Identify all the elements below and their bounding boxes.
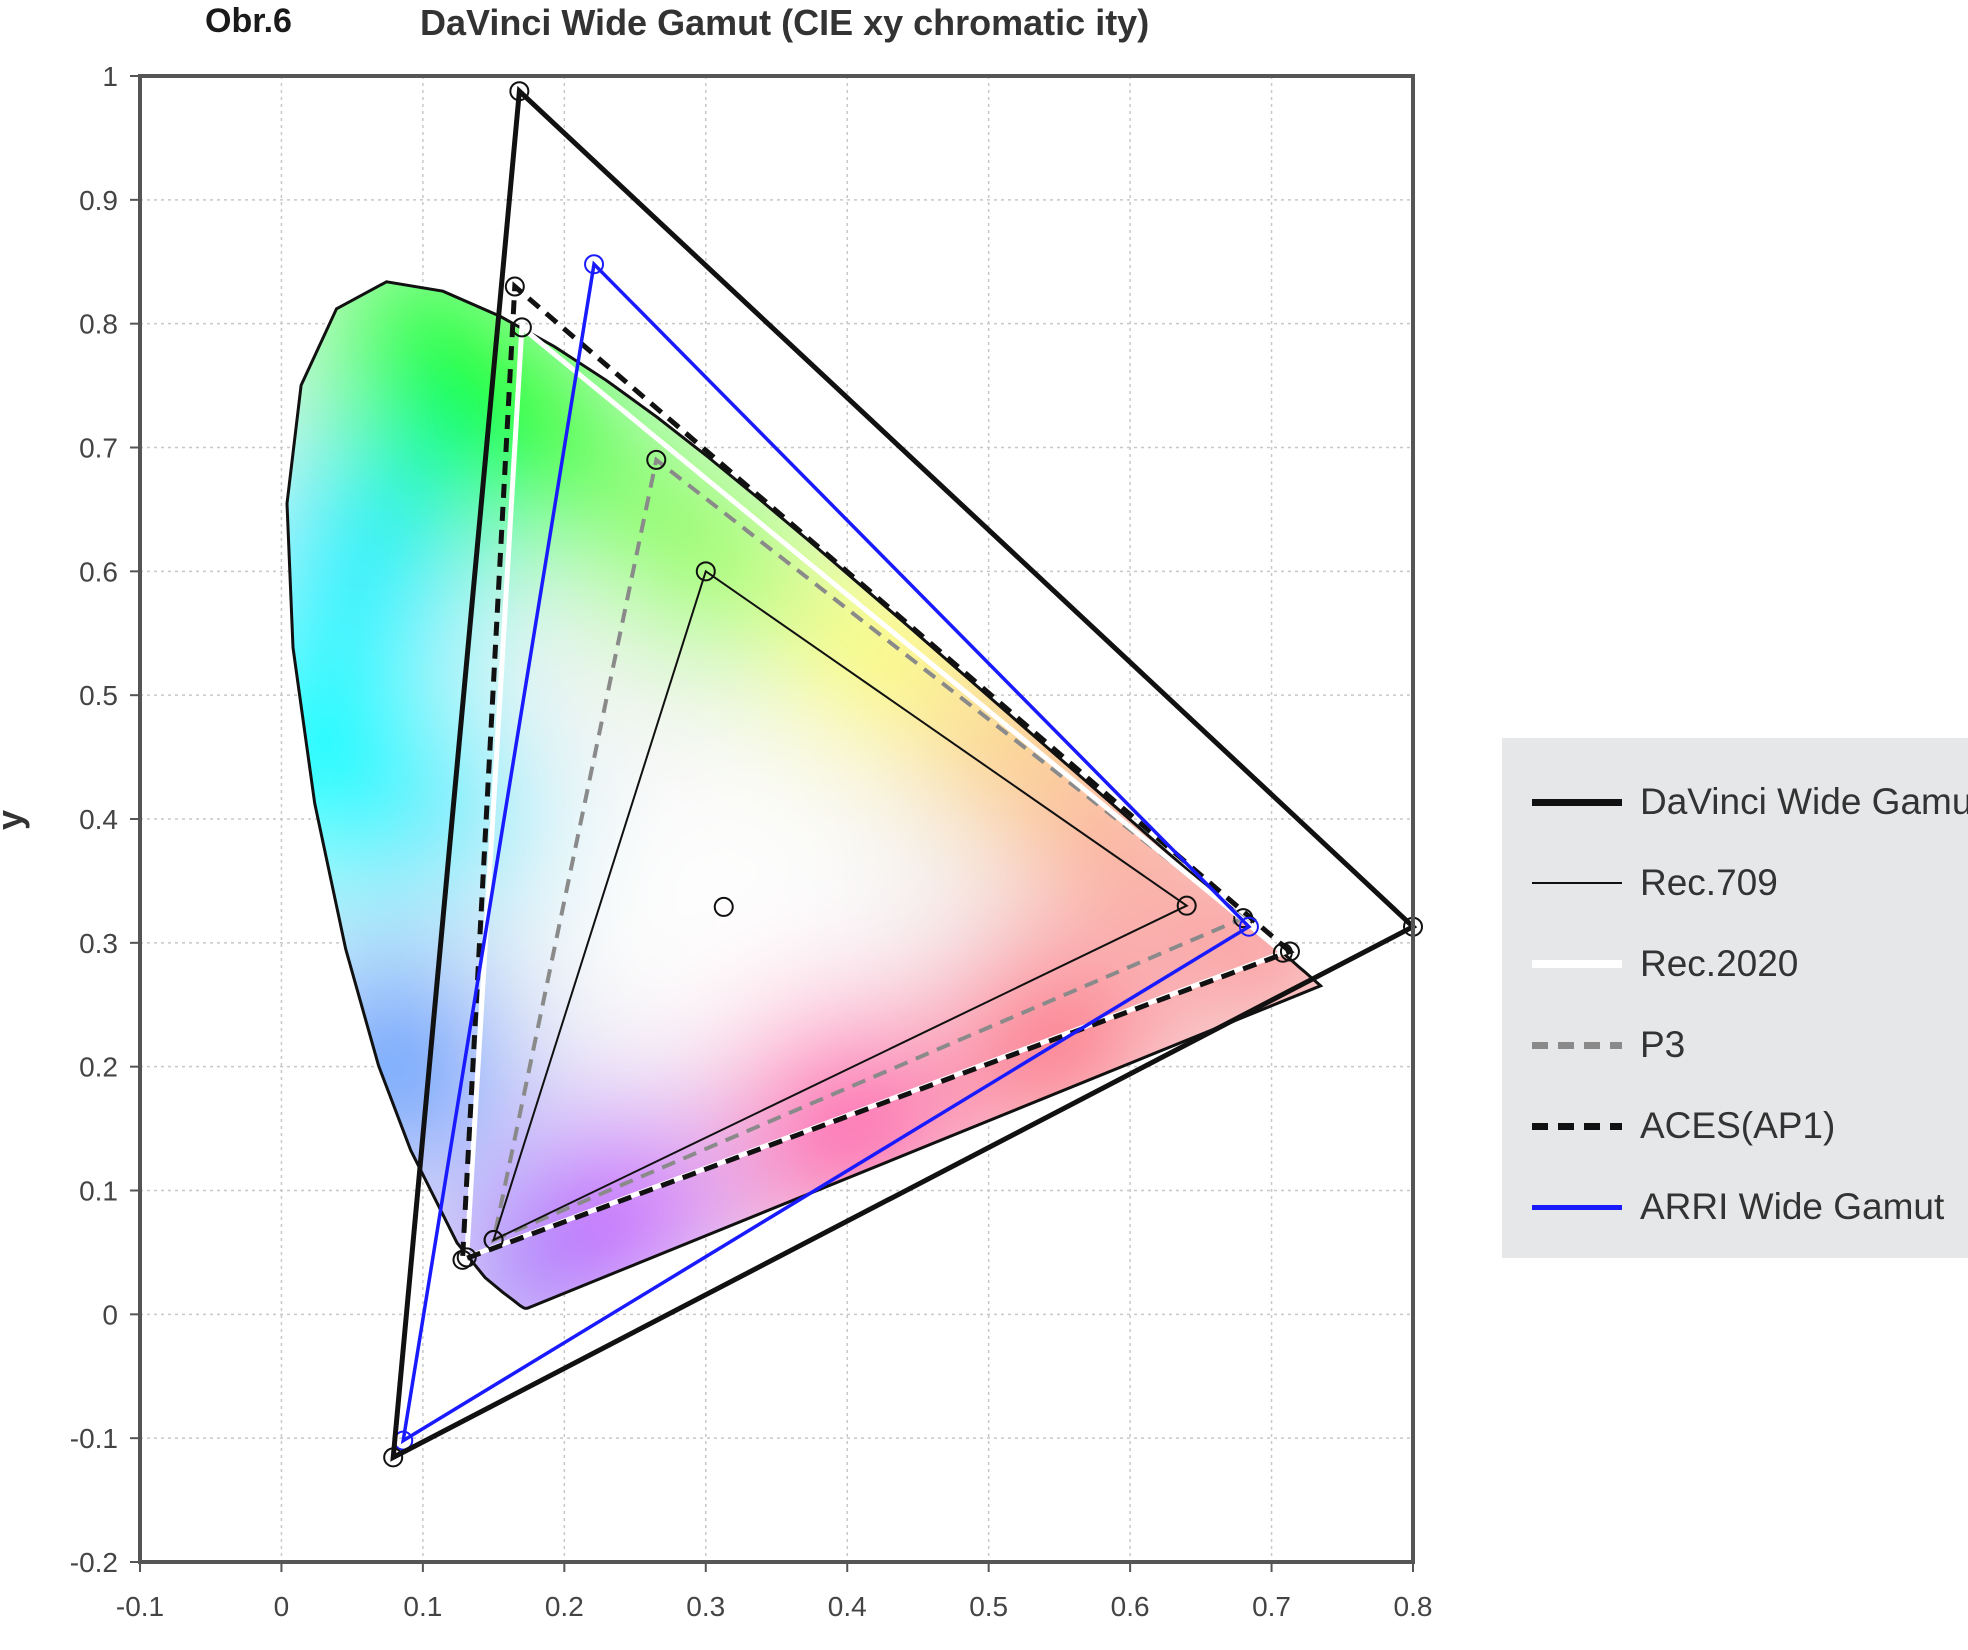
y-tick-label: 0.7 <box>79 433 118 464</box>
gamut-rec-709 <box>491 569 1189 1242</box>
legend: DaVinci Wide Gamut Rec.709 Rec.2020 P3 ACES(… <box>1502 738 1968 1258</box>
y-tick-label: 0.2 <box>79 1052 118 1083</box>
chart-title: DaVinci Wide Gamut (CIE xy chromatic ity… <box>420 2 1150 43</box>
x-tick-label: 0.8 <box>1394 1591 1433 1622</box>
primary-marker <box>483 1230 504 1251</box>
legend-item: DaVinci Wide Gamut <box>1532 772 1968 832</box>
y-tick-label: -0.1 <box>70 1423 118 1454</box>
legend-item: ACES(AP1) <box>1532 1096 1835 1156</box>
y-tick-label: 0.8 <box>79 309 118 340</box>
x-tick-label: -0.1 <box>116 1591 164 1622</box>
y-tick-label: 0 <box>102 1299 118 1330</box>
legend-label: Rec.709 <box>1640 862 1778 903</box>
primary-marker <box>584 254 605 275</box>
primary-marker <box>504 276 525 297</box>
x-tick-label: 0.6 <box>1111 1591 1150 1622</box>
primary-marker <box>452 1249 473 1270</box>
x-tick-label: 0.4 <box>828 1591 867 1622</box>
legend-label: DaVinci Wide Gamut <box>1640 781 1968 822</box>
legend-swatch <box>1532 960 1622 968</box>
x-tick-label: 0.7 <box>1252 1591 1291 1622</box>
legend-label: P3 <box>1640 1024 1686 1065</box>
spectral-locus-fill <box>287 281 1321 1309</box>
white-point-marker <box>713 896 734 917</box>
y-tick-label: 1 <box>102 61 118 92</box>
legend-swatch <box>1532 1122 1622 1130</box>
legend-swatch <box>1532 1041 1622 1049</box>
primary-marker <box>695 561 716 582</box>
x-tick-label: 0.2 <box>545 1591 584 1622</box>
gamut-series <box>285 81 1423 1468</box>
gamut-p3 <box>490 456 1248 1244</box>
y-tick-label: 0.1 <box>79 1176 118 1207</box>
primary-marker <box>509 81 530 102</box>
gamut-arri-wide-gamut <box>400 260 1252 1445</box>
legend-swatch <box>1532 798 1622 806</box>
legend-swatch <box>1532 882 1622 884</box>
primary-marker <box>383 1447 404 1468</box>
legend-label: ACES(AP1) <box>1640 1105 1836 1146</box>
x-tick-label: 0.1 <box>403 1591 442 1622</box>
legend-item: Rec.709 <box>1532 853 1778 913</box>
axes: -0.1 0 0.1 0.2 0.3 0.4 0.5 0.6 0.7 0.8 -0.2 -0.1 0 0.… <box>0 61 1432 1622</box>
y-axis-title: y <box>0 810 30 830</box>
gamut-aces-ap1- <box>459 281 1295 1264</box>
y-tick-label: 0.5 <box>79 680 118 711</box>
x-tick-label: 0 <box>274 1591 290 1622</box>
y-tick-label: 0.3 <box>79 928 118 959</box>
legend-item: Rec.2020 <box>1532 934 1798 994</box>
legend-label: ARRI Wide Gamut <box>1640 1186 1945 1227</box>
y-tick-label: 0.6 <box>79 556 118 587</box>
y-tick-label: 0.4 <box>79 804 118 835</box>
x-tick-label: 0.3 <box>686 1591 725 1622</box>
primary-marker <box>1279 941 1300 962</box>
primary-marker <box>1176 895 1197 916</box>
x-tick-label: 0.5 <box>969 1591 1008 1622</box>
legend-swatch <box>1532 1204 1622 1210</box>
legend-item: P3 <box>1532 1015 1685 1075</box>
legend-item: ARRI Wide Gamut <box>1532 1177 1944 1237</box>
legend-label: Rec.2020 <box>1640 943 1799 984</box>
gamut-rec-2020 <box>463 322 1288 1262</box>
gamut-davinci-wide-gamut <box>390 85 1418 1462</box>
locus-color-field <box>287 281 1321 1309</box>
primary-marker <box>646 449 667 470</box>
y-tick-label: -0.2 <box>70 1547 118 1578</box>
figure-label: Obr.6 <box>205 2 292 40</box>
y-tick-label: 0.9 <box>79 185 118 216</box>
primary-marker <box>1238 916 1259 937</box>
